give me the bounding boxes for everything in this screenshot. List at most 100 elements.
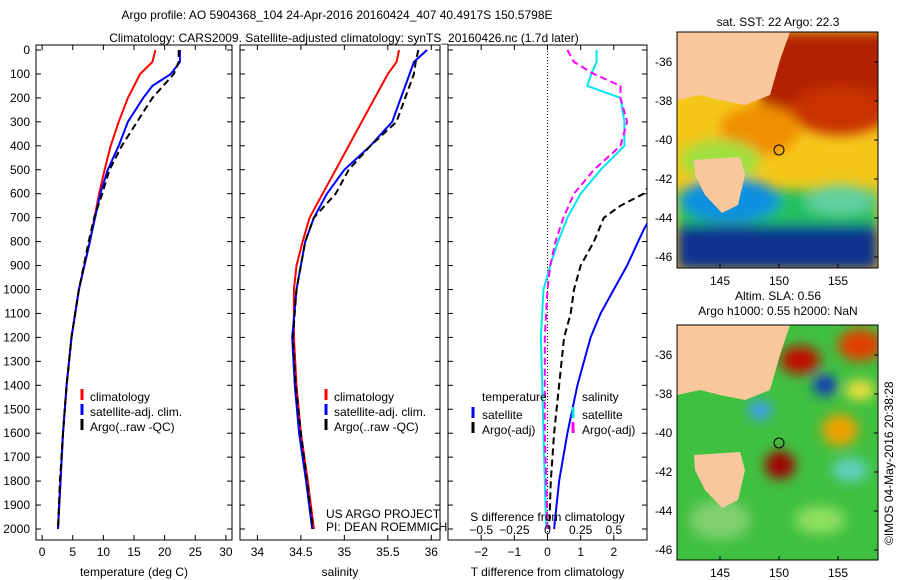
map-lon-label: 145	[710, 566, 730, 580]
s-tick-label: 0	[544, 523, 551, 537]
s-axis-label: S difference from climatology	[470, 510, 625, 524]
y-tick-label: 0	[23, 43, 30, 57]
y-tick-label: 600	[10, 187, 30, 201]
y-tick-label: 1500	[3, 402, 30, 416]
s-tick-label: −0.25	[499, 523, 530, 537]
series-line-argo-raw-qc-	[291, 49, 420, 530]
y-tick-label: 2000	[3, 522, 30, 536]
map-lon-label: 145	[710, 274, 730, 288]
x-tick-label: 0	[544, 545, 551, 559]
series-line-t-satellite	[553, 221, 647, 530]
x-tick-label: 34	[251, 545, 265, 559]
y-tick-label: 800	[10, 235, 30, 249]
y-tick-label: 100	[10, 67, 30, 81]
legend-label: Argo(..raw -QC)	[90, 420, 175, 434]
map-lat-label: -44	[655, 211, 673, 225]
legend-label: satellite	[582, 408, 623, 422]
series-line-s-argo-adj-	[543, 49, 629, 530]
argo-location-marker-2	[773, 437, 785, 449]
map-lat-label: -42	[655, 465, 673, 479]
x-axis-label: salinity	[322, 565, 359, 579]
legend-label: Argo(..raw -QC)	[334, 420, 419, 434]
legend-label: satellite	[482, 408, 523, 422]
y-tick-label: 1800	[3, 474, 30, 488]
legend-label: climatology	[334, 390, 394, 404]
map-lat-label: -36	[655, 348, 673, 362]
y-tick-label: 1200	[3, 330, 30, 344]
series-group	[57, 49, 181, 530]
x-tick-label: 35.5	[376, 545, 400, 559]
y-tick-label: 300	[10, 115, 30, 129]
sla-map	[677, 325, 878, 560]
s-tick-label: 0.5	[605, 523, 622, 537]
legend-label: satellite-adj. clim.	[334, 405, 426, 419]
map-lat-label: -44	[655, 504, 673, 518]
series-line-satellite-adj-clim-	[291, 49, 428, 530]
map-lat-label: -36	[655, 55, 673, 69]
y-tick-label: 1900	[3, 498, 30, 512]
timestamp-label: ©IMOS 04-May-2016 20:38:28	[882, 381, 896, 545]
legend-label: satellite-adj. clim.	[90, 405, 182, 419]
y-tick-label: 1300	[3, 354, 30, 368]
sst-map-title: sat. SST: 22 Argo: 22.3	[717, 15, 840, 29]
s-tick-label: −0.5	[469, 523, 493, 537]
y-tick-label: 1000	[3, 283, 30, 297]
x-tick-label: 35	[338, 545, 352, 559]
series-line-s-satellite	[539, 50, 626, 530]
y-tick-label: 500	[10, 163, 30, 177]
map-lat-label: -40	[655, 133, 673, 147]
map-lon-label: 150	[769, 566, 789, 580]
y-tick-label: 1400	[3, 378, 30, 392]
series-line-climatology	[57, 49, 157, 530]
x-tick-label: 1	[577, 545, 584, 559]
x-tick-label: −1	[507, 545, 521, 559]
plot-frame	[239, 44, 441, 541]
map-lat-label: -38	[655, 387, 673, 401]
series-line-t-argo-adj-	[548, 187, 647, 530]
y-tick-label: 1700	[3, 450, 30, 464]
map-lat-label: -40	[655, 426, 673, 440]
map-lat-label: -46	[655, 543, 673, 557]
figure-title-line2: Climatology: CARS2009. Satellite-adjuste…	[109, 31, 579, 45]
y-tick-label: 1100	[4, 306, 30, 320]
x-tick-label: 15	[127, 545, 141, 559]
map-lon-label: 155	[828, 566, 848, 580]
y-tick-label: 700	[10, 211, 30, 225]
project-label: US ARGO PROJECT	[326, 507, 441, 521]
x-tick-label: 25	[189, 545, 203, 559]
argo-location-marker	[773, 144, 785, 156]
x-tick-label: 30	[219, 545, 233, 559]
panel-2: −2 −1 0 1 2 T difference from climatology −0.5…	[447, 44, 648, 579]
x-tick-label: 2	[610, 545, 617, 559]
map-lon-label: 155	[828, 274, 848, 288]
y-tick-label: 1600	[3, 426, 30, 440]
sst-map	[677, 32, 878, 268]
map-lat-label: -42	[655, 172, 673, 186]
series-group	[539, 45, 647, 540]
pi-label: PI: DEAN ROEMMICH	[326, 520, 447, 534]
argo-height-title: Argo h1000: 0.55 h2000: NaN	[698, 304, 857, 318]
map-lat-label: -46	[655, 250, 673, 264]
legend-header: temperature	[482, 390, 547, 404]
series-group	[291, 49, 428, 530]
x-axis-label: temperature (deg C)	[80, 565, 188, 579]
x-tick-label: 34.5	[289, 545, 313, 559]
figure-title-line1: Argo profile: AO 5904368_104 24-Apr-2016…	[121, 8, 552, 22]
x-tick-label: −2	[474, 545, 488, 559]
legend-label: Argo(-adj)	[582, 423, 635, 437]
y-tick-label: 200	[10, 91, 30, 105]
panel-0: 0100200300400500600700800900100011001200…	[3, 43, 233, 579]
x-tick-label: 10	[97, 545, 111, 559]
y-tick-label: 400	[10, 139, 30, 153]
panel-1: 34 34.5 35 35.5 36 salinity climatologysatelli…	[239, 44, 441, 579]
series-line-argo-raw-qc-	[57, 50, 180, 530]
legend-header: salinity	[582, 390, 619, 404]
x-tick-label: 0	[39, 545, 46, 559]
s-tick-label: 0.25	[569, 523, 593, 537]
y-tick-label: 900	[10, 259, 30, 273]
series-line-climatology	[292, 49, 401, 530]
sla-map-title: Altim. SLA: 0.56	[735, 289, 821, 303]
legend-label: climatology	[90, 390, 150, 404]
